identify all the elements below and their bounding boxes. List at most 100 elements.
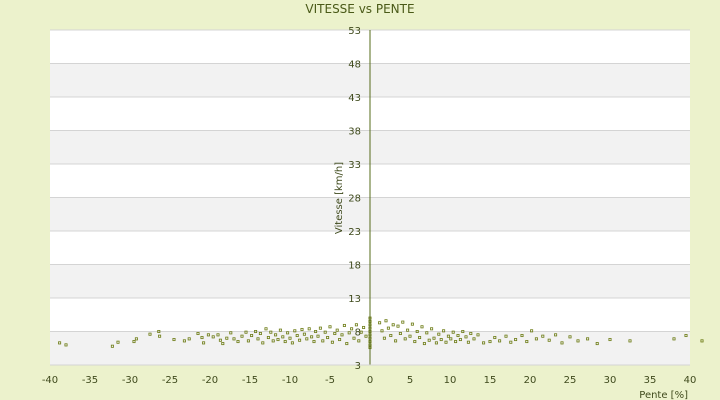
data-point — [451, 330, 455, 334]
x-tick-label: -40 — [42, 375, 58, 386]
data-point — [293, 329, 297, 333]
data-point — [359, 330, 363, 334]
data-point — [132, 340, 136, 344]
data-point — [288, 336, 292, 340]
y-tick-label: 23 — [348, 227, 361, 238]
data-point — [472, 337, 476, 341]
data-point — [58, 341, 62, 345]
data-point — [347, 331, 351, 335]
data-point — [157, 329, 161, 333]
data-point — [530, 329, 534, 333]
data-point — [439, 338, 443, 342]
data-point — [202, 341, 206, 345]
data-point — [396, 324, 400, 328]
x-tick-label: 25 — [564, 375, 577, 386]
x-tick-label: 10 — [444, 375, 457, 386]
data-point — [362, 325, 366, 329]
y-tick-label: 48 — [348, 60, 361, 71]
data-point — [700, 339, 704, 343]
data-point — [425, 331, 429, 335]
x-tick-label: 5 — [407, 375, 413, 386]
x-tick-label: 40 — [684, 375, 697, 386]
y-axis-label: Vitesse [km/h] — [334, 162, 345, 234]
data-point — [509, 340, 513, 344]
data-point — [357, 339, 361, 343]
data-point — [290, 341, 294, 345]
data-point — [406, 328, 410, 332]
data-point — [221, 342, 225, 346]
data-point — [628, 339, 632, 343]
y-tick-label: 53 — [348, 26, 361, 37]
data-point — [547, 338, 551, 342]
chart-title: VITESSE vs PENTE — [305, 2, 415, 16]
data-point — [283, 340, 287, 344]
data-point — [482, 341, 486, 345]
data-point — [323, 330, 327, 334]
data-point — [434, 341, 438, 345]
x-tick-label: -20 — [202, 375, 218, 386]
data-point — [316, 334, 320, 338]
data-point — [271, 339, 275, 343]
data-point — [398, 332, 402, 336]
data-point — [354, 323, 358, 327]
data-point — [504, 334, 508, 338]
y-tick-label: 3 — [355, 361, 361, 372]
data-point — [449, 337, 453, 341]
data-point — [305, 337, 309, 341]
data-point — [116, 340, 120, 344]
data-point — [250, 334, 254, 338]
data-point — [302, 332, 306, 336]
data-point — [498, 339, 502, 343]
data-point — [158, 334, 162, 338]
data-point — [254, 329, 258, 333]
data-point — [568, 335, 572, 339]
data-point — [172, 338, 176, 342]
data-point — [335, 328, 339, 332]
x-tick-label: 15 — [484, 375, 497, 386]
y-tick-label: 38 — [348, 127, 361, 138]
data-point — [240, 334, 244, 338]
data-point — [345, 342, 349, 346]
data-point — [310, 335, 314, 339]
data-point — [246, 339, 250, 343]
x-tick-label: -35 — [82, 375, 98, 386]
x-tick-label: -30 — [122, 375, 138, 386]
data-point — [408, 334, 412, 338]
data-point — [403, 337, 407, 341]
data-point — [314, 329, 318, 333]
x-tick-label: -10 — [282, 375, 298, 386]
data-point — [110, 344, 114, 348]
data-point — [534, 337, 538, 341]
data-point — [269, 330, 273, 334]
y-tick-label: 13 — [348, 294, 361, 305]
data-point — [444, 340, 448, 344]
data-point — [342, 323, 346, 327]
data-point — [418, 336, 422, 340]
data-point — [380, 329, 384, 333]
data-point — [333, 332, 337, 336]
data-point — [281, 335, 285, 339]
data-point — [684, 334, 688, 338]
data-point — [148, 332, 152, 336]
y-tick-label: 33 — [348, 160, 361, 171]
y-tick-label: 8 — [355, 328, 361, 339]
data-point — [446, 334, 450, 338]
data-point — [382, 336, 386, 340]
data-point — [608, 338, 612, 342]
data-point — [488, 340, 492, 344]
data-point — [340, 333, 344, 337]
data-point — [196, 332, 200, 336]
data-point — [338, 338, 342, 342]
data-point — [229, 331, 233, 335]
data-points — [58, 316, 704, 350]
data-point — [525, 340, 529, 344]
x-tick-label: 20 — [524, 375, 537, 386]
data-point — [187, 337, 191, 341]
data-point — [413, 340, 417, 344]
data-point — [437, 332, 441, 336]
data-point — [295, 334, 299, 338]
data-point — [560, 341, 564, 345]
data-point — [182, 339, 186, 343]
data-point — [458, 338, 462, 342]
